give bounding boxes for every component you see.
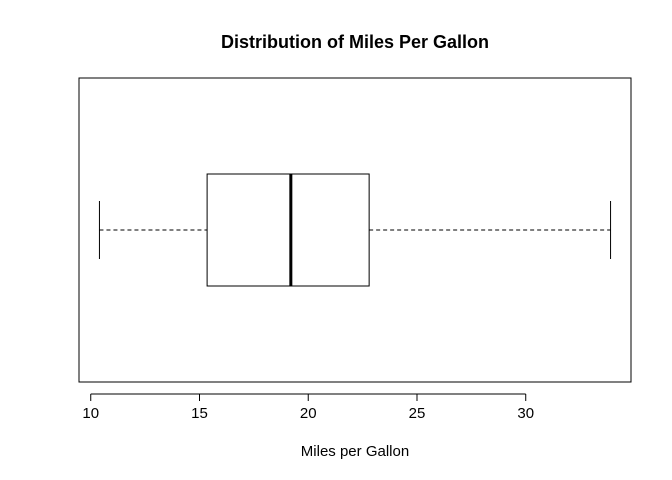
x-tick-label-10: 10	[82, 405, 99, 422]
x-tick-label-15: 15	[191, 405, 208, 422]
chart-title: Distribution of Miles Per Gallon	[221, 32, 489, 52]
x-tick-label-25: 25	[409, 405, 426, 422]
interquartile-box	[206, 173, 370, 287]
x-axis-label: Miles per Gallon	[301, 443, 409, 460]
x-axis: 10 15 20 25 30	[82, 393, 534, 422]
x-tick-label-20: 20	[300, 405, 317, 422]
plot-frame	[78, 77, 632, 383]
boxplot	[98, 173, 612, 287]
x-tick-label-30: 30	[517, 405, 534, 422]
